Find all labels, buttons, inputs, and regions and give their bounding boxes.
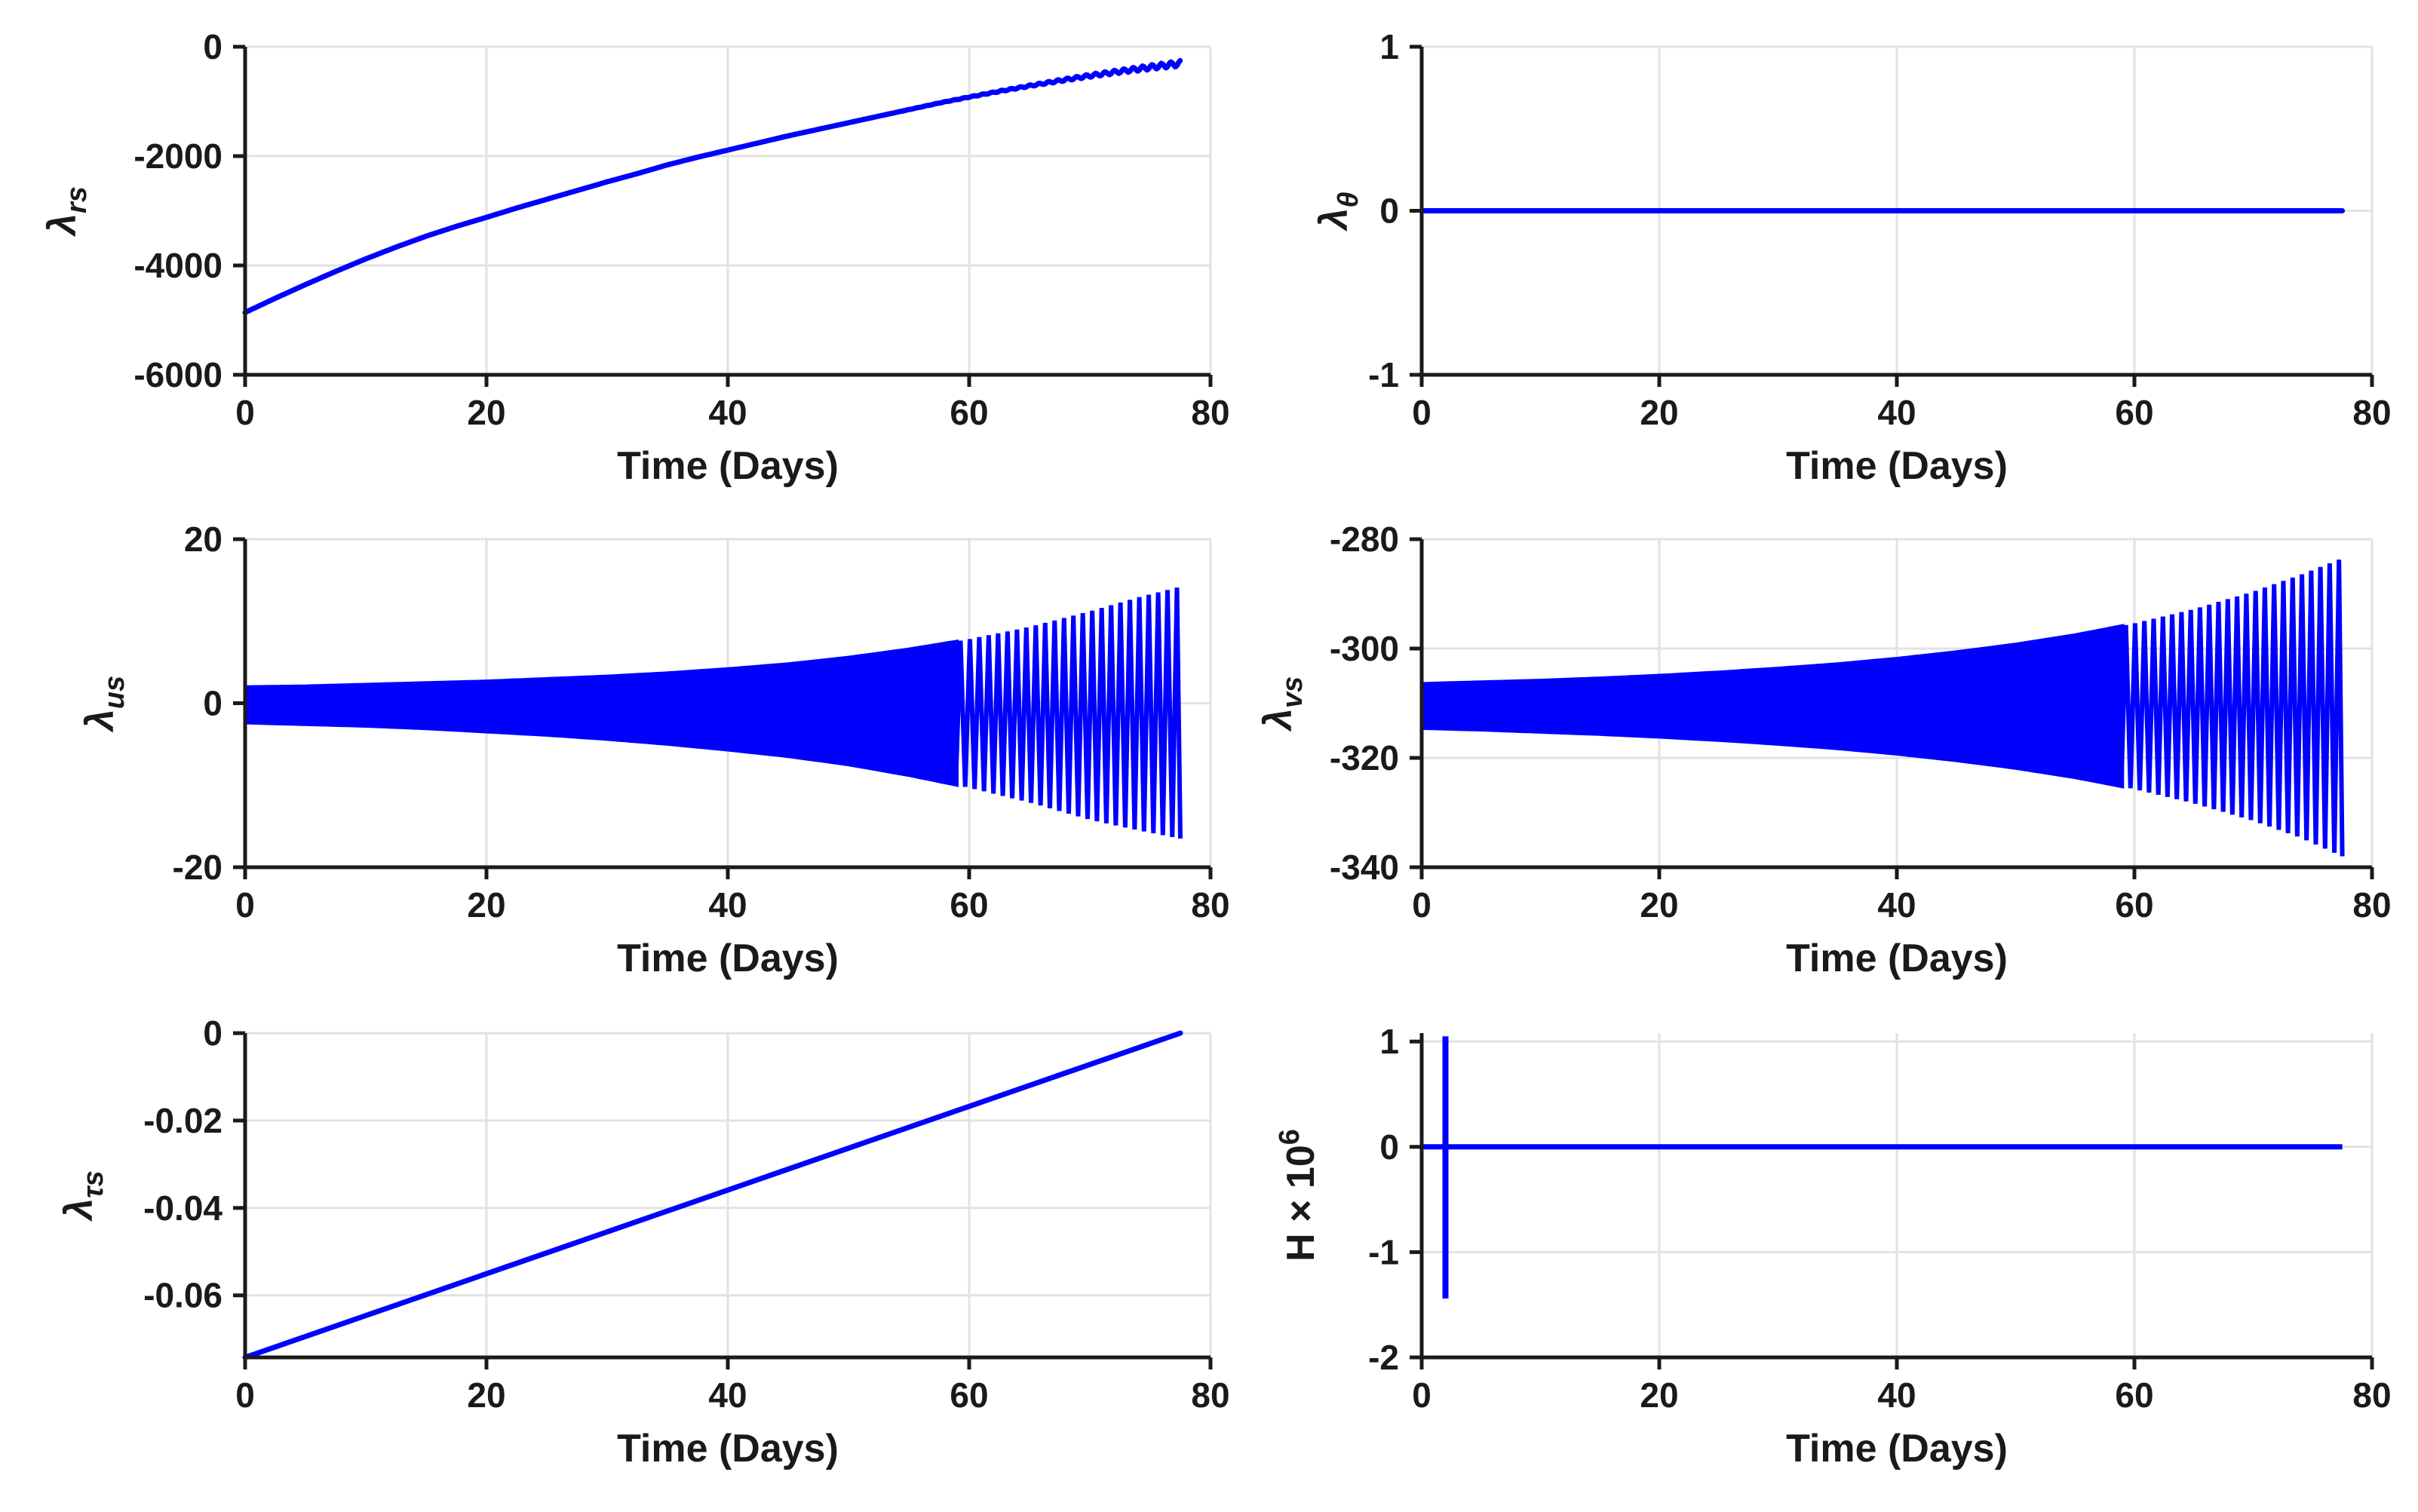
lambda-vs-xtick: 20	[1640, 885, 1678, 925]
lambda-rs-curve	[242, 57, 1183, 315]
lambda-rs-ytick: 0	[203, 27, 222, 66]
hamiltonian-grid	[1422, 1033, 2374, 1357]
lambda-rs-series	[242, 57, 1183, 315]
lambda-vs-xtick: 80	[2352, 885, 2391, 925]
lambda-us-ytick: 20	[184, 520, 222, 559]
lambda-us-ylabel: λus	[78, 676, 130, 733]
lambda-tau-s-axes	[233, 1031, 1213, 1369]
lambda-theta-ytick: 0	[1379, 192, 1399, 231]
lambda-us-ytick: 0	[203, 684, 222, 723]
lambda-theta-xtick: 60	[2115, 393, 2153, 432]
subplot-lambda-us: 0 20 40 60 80 20 0 -20 Time (Days) λus	[78, 520, 1230, 980]
lambda-rs-ytick: -2000	[133, 136, 222, 176]
lambda-tau-s-xtick: 40	[708, 1376, 747, 1415]
lambda-us-series	[244, 587, 1183, 839]
lambda-tau-s-ytick: -0.06	[143, 1276, 222, 1315]
hamiltonian-axes	[1410, 1033, 2374, 1369]
lambda-us-xtick: 0	[235, 885, 255, 925]
lambda-us-xtick: 80	[1191, 885, 1229, 925]
lambda-vs-xtick: 40	[1877, 885, 1916, 925]
lambda-theta-tick-labels: 0 20 40 60 80 1 0 -1	[1368, 27, 2391, 432]
lambda-vs-axes	[1410, 537, 2374, 879]
lambda-theta-xlabel: Time (Days)	[1786, 444, 2008, 488]
lambda-us-tick-labels: 0 20 40 60 80 20 0 -20	[173, 520, 1230, 925]
lambda-us-xtick: 60	[950, 885, 988, 925]
lambda-tau-s-ytick: -0.04	[143, 1188, 222, 1228]
hamiltonian-tick-labels: 0 20 40 60 80 1 0 -1 -2	[1368, 1022, 2391, 1415]
lambda-rs-xlabel: Time (Days)	[617, 444, 839, 488]
lambda-theta-xtick: 40	[1877, 393, 1916, 432]
lambda-vs-ytick: -280	[1330, 520, 1399, 559]
hamiltonian-ytick: 1	[1379, 1022, 1399, 1061]
hamiltonian-ytick: 0	[1379, 1127, 1399, 1167]
lambda-vs-series	[1420, 560, 2345, 857]
subplot-hamiltonian: 0 20 40 60 80 1 0 -1 -2 Time (Days) H × 106	[1274, 1022, 2392, 1471]
lambda-vs-ytick: -320	[1330, 738, 1399, 777]
lambda-us-spikes	[882, 587, 1183, 839]
hamiltonian-xtick: 20	[1640, 1376, 1678, 1415]
lambda-tau-s-xtick: 0	[235, 1376, 255, 1415]
lambda-theta-xtick: 0	[1412, 393, 1431, 432]
hamiltonian-xtick: 80	[2352, 1376, 2391, 1415]
lambda-theta-ylabel: λθ	[1312, 192, 1364, 232]
hamiltonian-xlabel: Time (Days)	[1786, 1427, 2008, 1471]
lambda-tau-s-xtick: 80	[1191, 1376, 1229, 1415]
lambda-tau-s-ytick: -0.02	[143, 1101, 222, 1140]
subplot-lambda-tau-s: 0 20 40 60 80 0 -0.02 -0.04 -0.06 Time (Days) λτs	[57, 1014, 1230, 1471]
lambda-tau-s-xtick: 60	[950, 1376, 988, 1415]
subplot-lambda-theta: 0 20 40 60 80 1 0 -1 Time (Days) λθ	[1312, 27, 2392, 488]
lambda-theta-xtick: 20	[1640, 393, 1678, 432]
lambda-rs-grid	[245, 45, 1212, 375]
lambda-rs-xtick: 60	[950, 393, 988, 432]
lambda-us-xtick: 40	[708, 885, 747, 925]
lambda-tau-s-curve	[242, 1030, 1183, 1360]
lambda-rs-ylabel: λrs	[41, 186, 93, 238]
lambda-rs-xtick: 80	[1191, 393, 1229, 432]
lambda-theta-axes	[1410, 44, 2374, 387]
lambda-rs-tick-labels: 0 20 40 60 80 0 -2000 -4000 -6000	[133, 27, 1229, 432]
lambda-tau-s-tick-labels: 0 20 40 60 80 0 -0.02 -0.04 -0.06	[143, 1014, 1229, 1415]
lambda-vs-xtick: 0	[1412, 885, 1431, 925]
lambda-us-xlabel: Time (Days)	[617, 937, 839, 980]
lambda-theta-ytick: -1	[1368, 355, 1399, 394]
hamiltonian-xtick: 60	[2115, 1376, 2153, 1415]
lambda-rs-ytick: -6000	[133, 355, 222, 394]
lambda-tau-s-xlabel: Time (Days)	[617, 1427, 839, 1471]
lambda-tau-s-ylabel: λτs	[57, 1170, 109, 1222]
hamiltonian-xtick: 40	[1877, 1376, 1916, 1415]
lambda-us-axes	[233, 537, 1213, 879]
lambda-rs-xtick: 0	[235, 393, 255, 432]
lambda-vs-tick-labels: 0 20 40 60 80 -280 -300 -320 -340	[1330, 520, 2392, 925]
lambda-rs-axes	[233, 44, 1213, 387]
lambda-rs-ytick: -4000	[133, 246, 222, 285]
lambda-rs-xtick: 20	[467, 393, 505, 432]
lambda-us-ytick: -20	[173, 848, 222, 887]
lambda-vs-ytick: -340	[1330, 848, 1399, 887]
lambda-tau-s-ytick: 0	[203, 1014, 222, 1053]
lambda-vs-ylabel: λvs	[1257, 676, 1309, 732]
lambda-theta-ytick: 1	[1379, 27, 1399, 66]
lambda-theta-xtick: 80	[2352, 393, 2391, 432]
hamiltonian-ytick: -1	[1368, 1232, 1399, 1271]
lambda-vs-ytick: -300	[1330, 629, 1399, 668]
hamiltonian-series	[1422, 1036, 2343, 1299]
lambda-us-xtick: 20	[467, 885, 505, 925]
lambda-tau-s-xtick: 20	[467, 1376, 505, 1415]
lambda-vs-xtick: 60	[2115, 885, 2153, 925]
lambda-rs-xtick: 40	[708, 393, 747, 432]
subplot-lambda-vs: 0 20 40 60 80 -280 -300 -320 -340 Time (Days) λvs	[1257, 520, 2392, 980]
subplot-lambda-rs: 0 20 40 60 80 0 -2000 -4000 -6000 Time (Days) λrs	[41, 27, 1230, 488]
lambda-tau-s-grid	[245, 1032, 1212, 1357]
lambda-vs-band	[1420, 624, 2125, 789]
hamiltonian-ylabel: H × 106	[1274, 1129, 1323, 1262]
hamiltonian-ytick: -2	[1368, 1338, 1399, 1377]
lambda-tau-s-series	[242, 1030, 1183, 1360]
lambda-us-band	[244, 639, 959, 787]
lambda-vs-spikes	[2049, 560, 2345, 857]
lambda-vs-xlabel: Time (Days)	[1786, 937, 2008, 980]
hamiltonian-xtick: 0	[1412, 1376, 1431, 1415]
